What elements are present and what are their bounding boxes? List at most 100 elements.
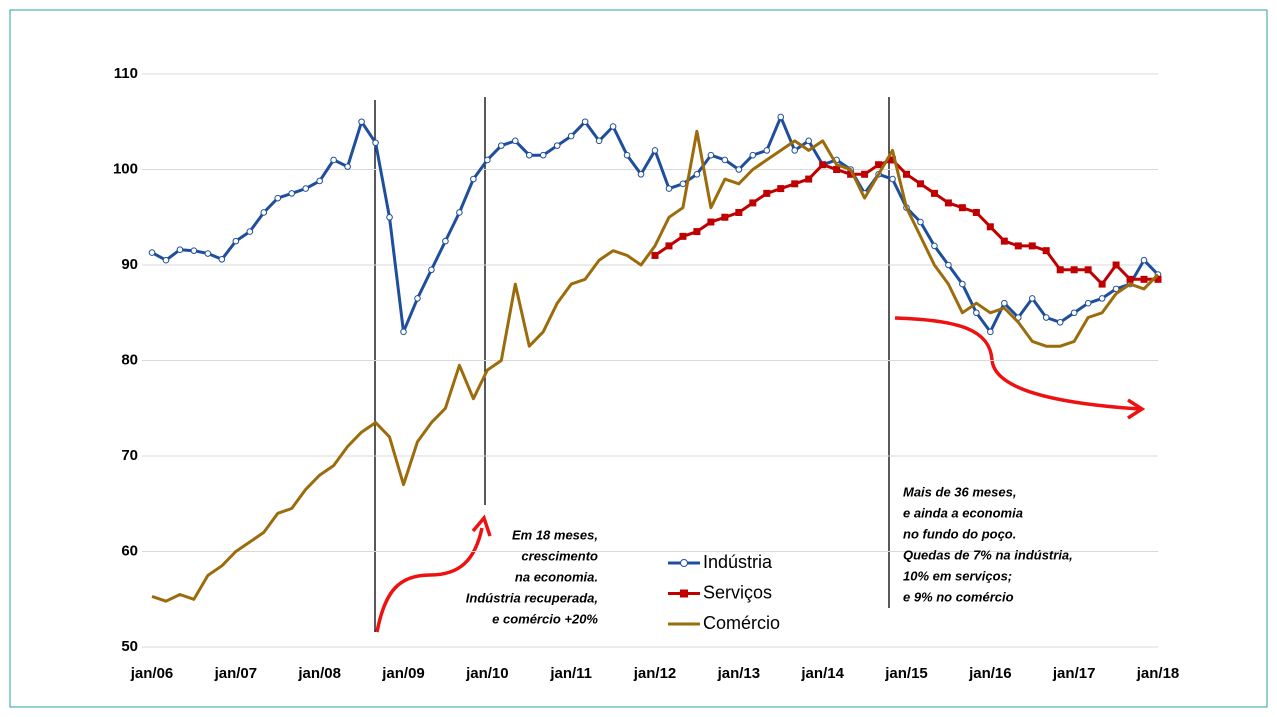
point xyxy=(665,242,673,250)
point xyxy=(651,147,659,154)
point xyxy=(903,170,910,178)
x-tick-label: jan/08 xyxy=(297,665,341,682)
point xyxy=(916,180,924,188)
legend-label: Serviços xyxy=(703,582,772,602)
legend-marker xyxy=(680,559,688,567)
x-tick-label: jan/13 xyxy=(717,665,761,682)
y-tick-label: 90 xyxy=(121,256,138,273)
point xyxy=(847,170,855,178)
point xyxy=(945,261,952,269)
point xyxy=(567,132,575,140)
point xyxy=(302,185,309,192)
point xyxy=(1084,266,1092,274)
point xyxy=(1112,285,1120,293)
point xyxy=(623,151,631,159)
point xyxy=(470,175,477,183)
annotation: Em 18 meses, xyxy=(512,527,598,542)
legend-marker xyxy=(680,589,688,598)
point xyxy=(1042,314,1050,321)
annotation: e ainda a economia xyxy=(903,505,1023,520)
point xyxy=(651,251,659,259)
y-tick-label: 50 xyxy=(121,638,138,655)
point xyxy=(889,156,897,164)
point xyxy=(721,213,729,221)
point xyxy=(959,280,966,288)
point xyxy=(665,185,673,192)
point xyxy=(316,177,323,185)
y-tick-label: 60 xyxy=(121,542,138,559)
point xyxy=(358,118,365,126)
point xyxy=(218,255,226,263)
point xyxy=(484,156,491,164)
point xyxy=(344,163,351,170)
point xyxy=(875,161,883,169)
grid xyxy=(142,73,1158,648)
x-tick-label: jan/10 xyxy=(465,665,509,682)
x-tick-label: jan/17 xyxy=(1052,665,1096,682)
point xyxy=(693,170,701,178)
point xyxy=(1056,319,1064,326)
point xyxy=(1028,242,1036,250)
point xyxy=(777,113,785,121)
point xyxy=(162,256,170,264)
point xyxy=(1001,299,1008,307)
plot xyxy=(148,113,1162,603)
point xyxy=(777,185,785,193)
annotation: na economia. xyxy=(515,569,598,584)
y-tick-label: 110 xyxy=(114,65,138,82)
point xyxy=(148,249,156,256)
point xyxy=(274,194,282,202)
point xyxy=(693,228,701,236)
x-tick-label: jan/15 xyxy=(884,665,928,682)
point xyxy=(805,137,812,145)
point xyxy=(456,209,463,216)
annotation: no fundo do poço. xyxy=(903,526,1016,541)
point xyxy=(791,147,799,154)
point xyxy=(498,142,505,149)
point xyxy=(749,199,757,207)
point xyxy=(763,189,771,197)
point xyxy=(1140,256,1148,264)
point xyxy=(1126,275,1134,283)
x-tick-label: jan/06 xyxy=(130,665,174,682)
point xyxy=(958,204,966,212)
point xyxy=(1056,266,1064,274)
point xyxy=(511,137,519,145)
legend-label: Indústria xyxy=(703,552,773,572)
point xyxy=(260,209,268,216)
legend-label: Comércio xyxy=(703,613,780,633)
point xyxy=(987,328,994,336)
point xyxy=(931,242,938,250)
point xyxy=(609,123,617,130)
x-tick-label: jan/09 xyxy=(381,665,425,682)
point xyxy=(721,156,729,164)
point xyxy=(400,328,407,336)
point xyxy=(386,213,393,221)
y-tick-label: 80 xyxy=(121,351,138,368)
point xyxy=(944,199,952,207)
point xyxy=(1070,266,1078,274)
point xyxy=(833,166,841,173)
point xyxy=(679,232,687,240)
annotation: Quedas de 7% na indústria, xyxy=(903,547,1073,562)
point xyxy=(539,151,547,159)
point xyxy=(1000,237,1008,245)
point xyxy=(986,223,994,231)
point xyxy=(1140,275,1148,283)
point xyxy=(330,156,337,164)
y-tick-label: 70 xyxy=(121,447,138,464)
point xyxy=(973,309,980,317)
point xyxy=(1070,309,1078,317)
annotation: 10% em serviços; xyxy=(903,568,1012,583)
point xyxy=(1112,261,1120,269)
point xyxy=(707,218,715,226)
point xyxy=(637,170,645,178)
point xyxy=(679,180,687,188)
point xyxy=(372,139,379,147)
point xyxy=(581,118,589,126)
point xyxy=(861,170,869,178)
point xyxy=(819,161,827,169)
series-line xyxy=(151,129,1160,603)
point xyxy=(763,147,771,154)
